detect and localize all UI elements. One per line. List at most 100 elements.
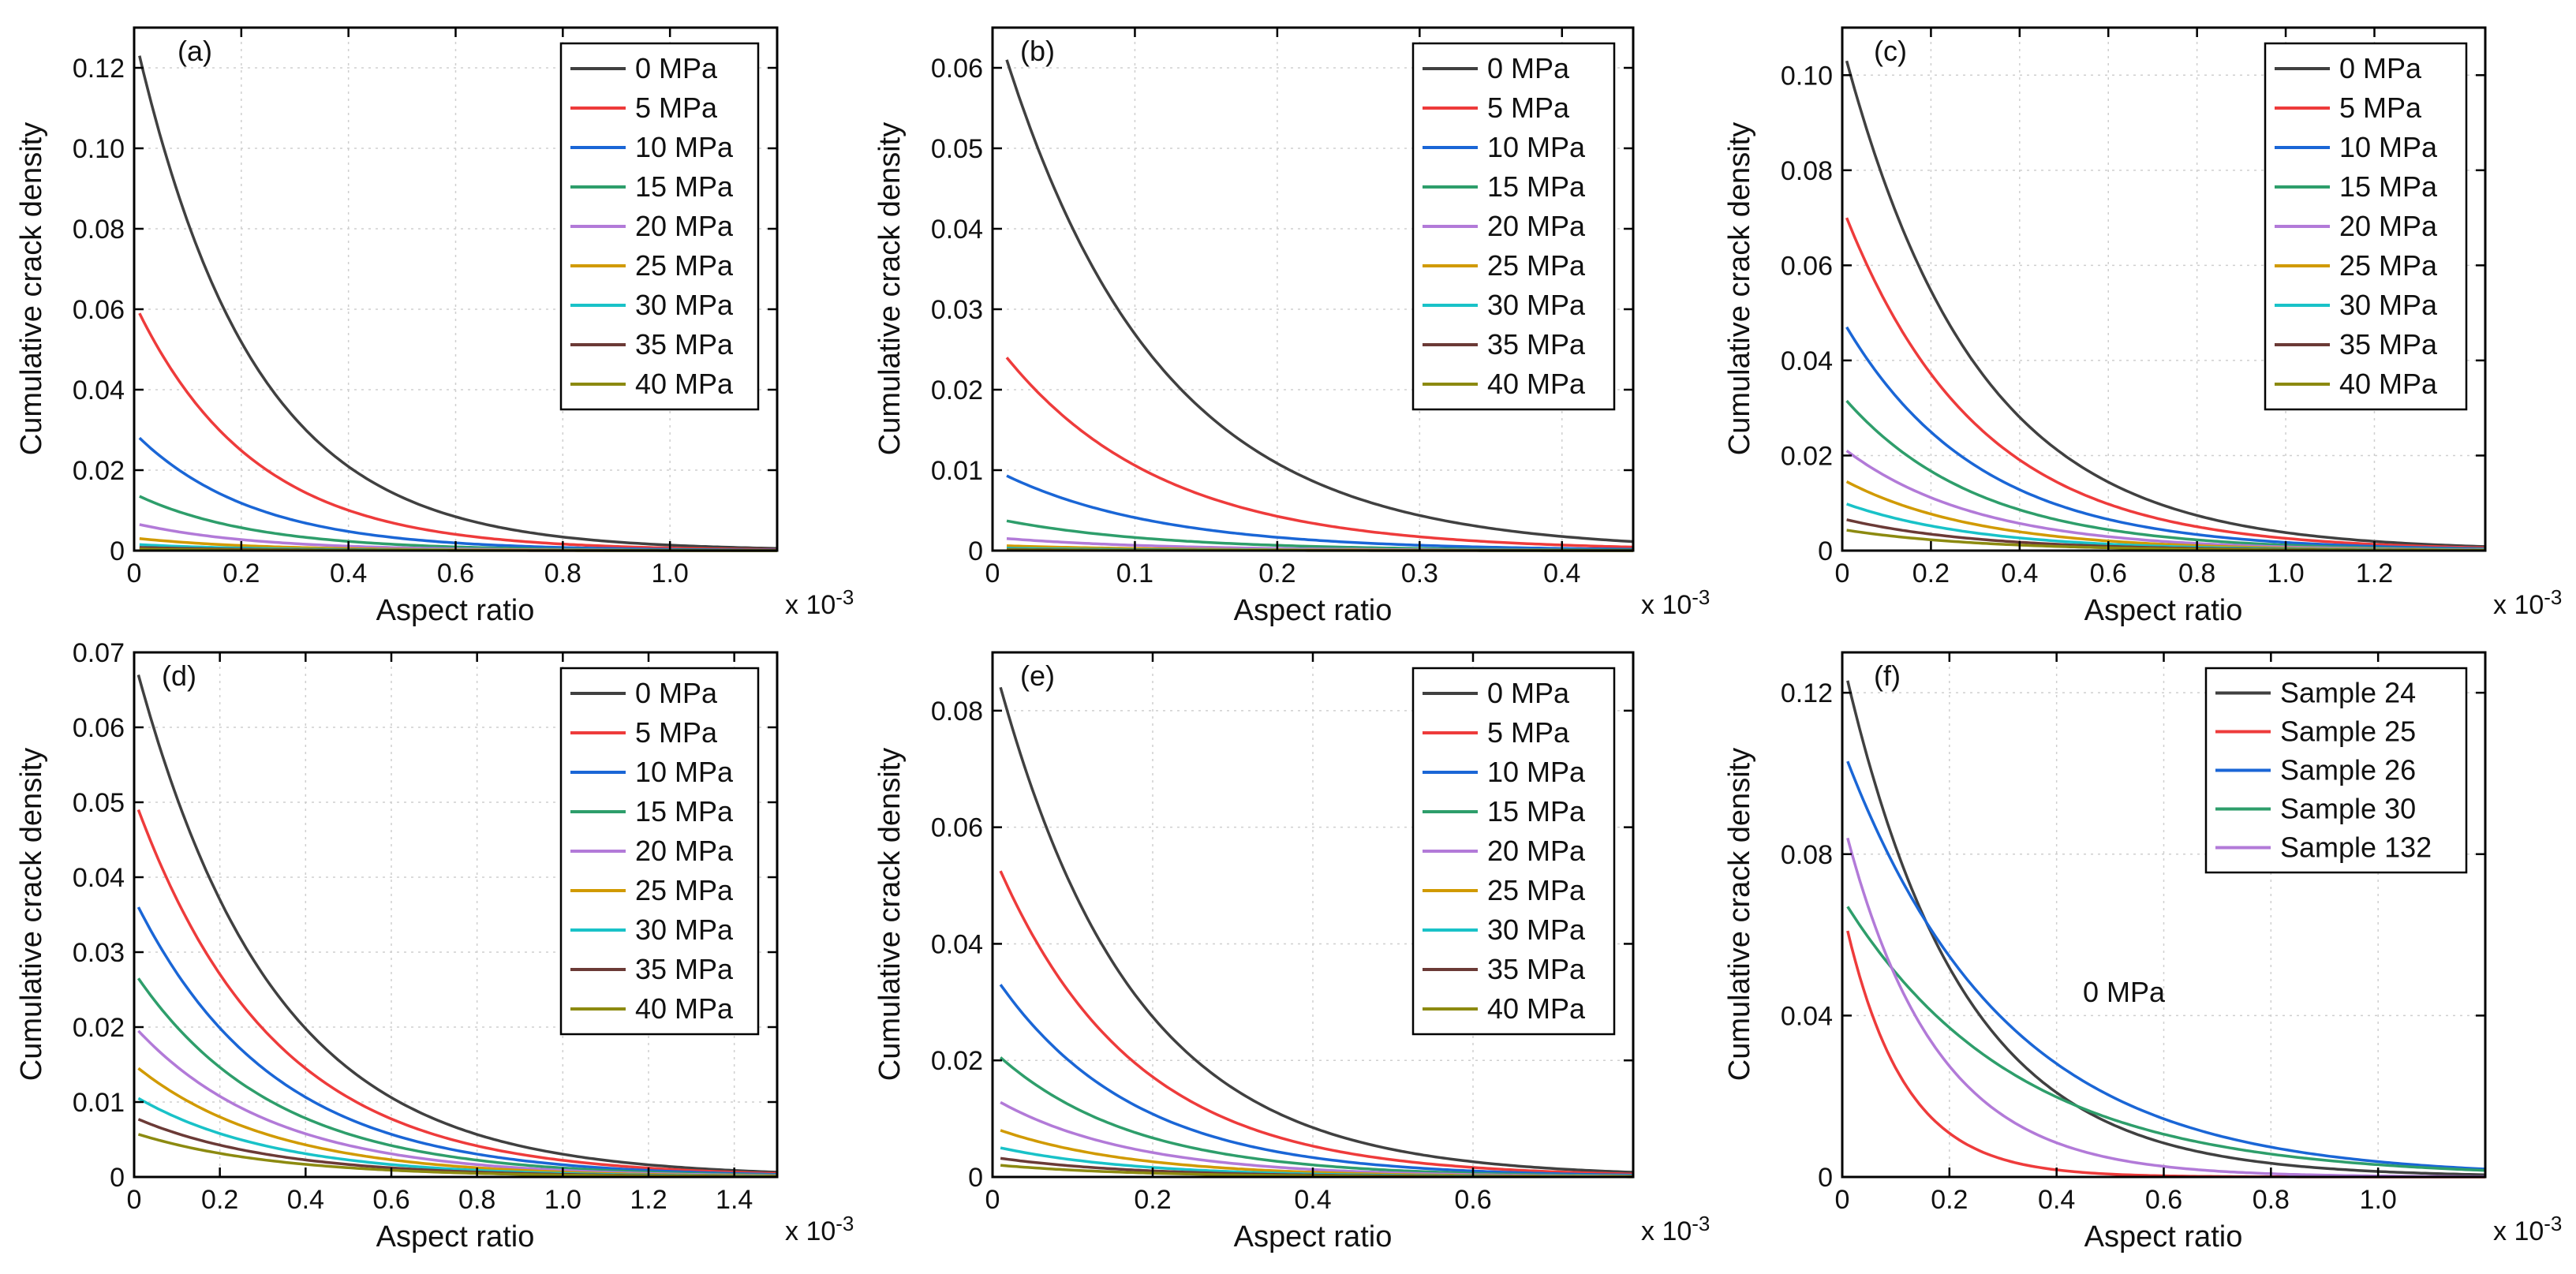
panel-d-frame — [133, 651, 779, 1179]
panel-e-series-0-mpa — [999, 686, 1634, 1174]
panel-b-legend-label-40-mpa: 40 MPa — [1487, 368, 1586, 400]
panel-c-legend-label-30-mpa: 30 MPa — [2339, 289, 2438, 321]
panel-e-x-tick-label-2: 0.4 — [1294, 1185, 1331, 1215]
panel-b-x-tick-label-0: 0 — [985, 559, 1000, 588]
panel-b-x-multiplier-base: x 10 — [1641, 590, 1692, 620]
panel-b-series-10-mpa — [1006, 474, 1634, 551]
panel-d-x-tick-label-4: 0.8 — [458, 1185, 495, 1215]
panel-b-legend: 0 MPa 5 MPa 10 MPa 15 MPa 20 MPa 25 MPa 30 MPa… — [1411, 42, 1616, 411]
panel-b-x-axis-label: Aspect ratio — [1234, 594, 1393, 627]
panel-a-legend-label-30-mpa: 30 MPa — [635, 289, 734, 321]
panel-c-x-tick-label-0: 0 — [1835, 559, 1850, 588]
panel-d-legend-label-35-mpa: 35 MPa — [635, 953, 734, 985]
panel-a-x-tick-label-2: 0.4 — [330, 559, 367, 588]
panel-b-y-tick-label-0: 0 — [968, 536, 983, 566]
panel-d-series-5-mpa — [136, 809, 778, 1175]
panel-d-x-multiplier-exponent: -3 — [836, 1212, 854, 1235]
panel-c-legend-label-25-mpa: 25 MPa — [2339, 249, 2438, 282]
panel-d-legend-label-0-mpa: 0 MPa — [635, 677, 718, 709]
panel-b-y-tick-label-6: 0.06 — [931, 54, 983, 84]
panel-f-legend: Sample 24 Sample 25 Sample 26 Sample 30 Samp… — [2204, 667, 2468, 874]
panel-a-x-multiplier-base: x 10 — [785, 590, 836, 620]
panel-d-label: (d) — [162, 659, 196, 692]
panel-a-y-tick-label-5: 0.10 — [73, 134, 125, 164]
panel-c-x-tick-label-5: 1.0 — [2267, 559, 2304, 588]
panel-d-x-multiplier: x 10-3 — [785, 1212, 854, 1246]
panel-b-x-multiplier-exponent: -3 — [1692, 585, 1710, 609]
panel-c-legend-label-40-mpa: 40 MPa — [2339, 368, 2438, 400]
panel-f: 0 0.2 0.4 0.6 0.8 1.000.040.080.12 (f) 0 MPa … — [1723, 651, 2562, 1253]
panel-e-y-axis-label: Cumulative crack density — [873, 748, 907, 1081]
panel-d-x-tick-label-1: 0.2 — [201, 1185, 238, 1215]
panel-f-legend-label-sample-132: Sample 132 — [2280, 831, 2432, 864]
panel-f-series-sample-30 — [1846, 906, 2486, 1172]
panel-a-y-tick-label-6: 0.12 — [73, 54, 125, 84]
panel-d-x-tick-label-6: 1.2 — [630, 1185, 667, 1215]
panel-e-x-multiplier-base: x 10 — [1641, 1216, 1692, 1246]
panel-b-label: (b) — [1020, 35, 1055, 67]
panel-c-y-tick-label-2: 0.04 — [1781, 346, 1833, 376]
panel-f-x-multiplier: x 10-3 — [2493, 1212, 2562, 1246]
panel-c-y-axis-label: Cumulative crack density — [1723, 122, 1756, 455]
panel-a-series-10-mpa — [138, 436, 778, 552]
panel-c-legend-label-0-mpa: 0 MPa — [2339, 52, 2422, 84]
panel-e-legend: 0 MPa 5 MPa 10 MPa 15 MPa 20 MPa 25 MPa 30 MPa… — [1411, 667, 1616, 1036]
panel-e-series-10-mpa — [999, 984, 1634, 1177]
panel-b-y-tick-label-3: 0.03 — [931, 295, 983, 325]
panel-a-x-multiplier-exponent: -3 — [836, 585, 854, 609]
panel-d-curves — [136, 674, 778, 1179]
panel-b-series-0-mpa — [1005, 59, 1634, 544]
panel-f-y-axis-label: Cumulative crack density — [1723, 748, 1756, 1081]
panel-c-x-multiplier-exponent: -3 — [2544, 585, 2562, 609]
panel-b-legend-label-5-mpa: 5 MPa — [1487, 92, 1570, 124]
panel-a-y-tick-label-4: 0.08 — [73, 215, 125, 245]
panel-f-legend-label-sample-24: Sample 24 — [2280, 677, 2416, 709]
panel-a-legend-label-25-mpa: 25 MPa — [635, 249, 734, 282]
panel-f-y-tick-label-0: 0 — [1818, 1163, 1833, 1193]
panel-b-legend-label-20-mpa: 20 MPa — [1487, 210, 1586, 242]
panel-e-legend-label-30-mpa: 30 MPa — [1487, 913, 1586, 946]
panel-c-legend-label-35-mpa: 35 MPa — [2339, 328, 2438, 361]
panel-f-series-sample-132 — [1846, 837, 2485, 1179]
panel-d-y-tick-label-5: 0.05 — [73, 788, 125, 818]
panel-a-legend-label-35-mpa: 35 MPa — [635, 328, 734, 361]
panel-c-x-axis-label: Aspect ratio — [2084, 594, 2243, 627]
panel-e-x-tick-label-0: 0 — [985, 1185, 1000, 1215]
panel-b-legend-label-15-mpa: 15 MPa — [1487, 170, 1586, 203]
panel-b-x-tick-label-1: 0.1 — [1116, 559, 1153, 588]
panel-e-legend-label-0-mpa: 0 MPa — [1487, 677, 1570, 709]
panel-b-x-tick-label-4: 0.4 — [1543, 559, 1580, 588]
panel-b-legend-label-35-mpa: 35 MPa — [1487, 328, 1586, 361]
panel-b-axes: 0 0.1 0.2 0.3 0.4 0 0.01 0.02 0.03 0.04 0.05 0.06 — [931, 28, 1633, 588]
panel-d-x-axis-label: Aspect ratio — [376, 1220, 535, 1253]
panel-c-legend-label-20-mpa: 20 MPa — [2339, 210, 2438, 242]
panel-c-legend-label-15-mpa: 15 MPa — [2339, 170, 2438, 203]
panel-a-legend-label-15-mpa: 15 MPa — [635, 170, 734, 203]
panel-f-legend-label-sample-30: Sample 30 — [2280, 793, 2416, 825]
panel-f-x-tick-label-0: 0 — [1835, 1185, 1850, 1215]
panel-b-legend-label-30-mpa: 30 MPa — [1487, 289, 1586, 321]
panel-e-legend-label-15-mpa: 15 MPa — [1487, 795, 1586, 828]
panel-b-y-tick-label-5: 0.05 — [931, 134, 983, 164]
panel-a-y-axis-label: Cumulative crack density — [15, 122, 48, 455]
panel-e-y-tick-label-4: 0.08 — [931, 697, 983, 727]
panel-d-y-tick-label-4: 0.04 — [73, 863, 125, 893]
panel-c-x-multiplier-base: x 10 — [2493, 590, 2544, 620]
panel-c-frame — [1841, 26, 2487, 552]
panel-f-series-sample-25 — [1846, 930, 2485, 1179]
panel-b: 0 0.1 0.2 0.3 0.4 0 0.01 0.02 0.03 0.04 0.05 0.06 (… — [873, 26, 1710, 627]
panel-a-legend-label-5-mpa: 5 MPa — [635, 92, 718, 124]
panel-c-legend-label-5-mpa: 5 MPa — [2339, 92, 2422, 124]
panel-d-x-tick-label-7: 1.4 — [716, 1185, 753, 1215]
panel-c-axes: 0 0.2 0.4 0.6 0.8 1.0 1.2 0 0.02 0.04 0.06 0.08 0.10 — [1781, 28, 2485, 588]
panel-f-x-tick-label-1: 0.2 — [1931, 1185, 1968, 1215]
panel-e-series-5-mpa — [999, 870, 1634, 1176]
panel-d-legend-label-40-mpa: 40 MPa — [635, 992, 734, 1025]
panel-e-y-tick-label-1: 0.02 — [931, 1046, 983, 1076]
panel-f-label: (f) — [1874, 659, 1901, 692]
panel-f-x-multiplier-base: x 10 — [2493, 1216, 2544, 1246]
panel-a-legend-label-20-mpa: 20 MPa — [635, 210, 734, 242]
panel-d-x-tick-label-0: 0 — [127, 1185, 142, 1215]
panel-d-legend-label-10-mpa: 10 MPa — [635, 756, 734, 788]
panel-a-legend-label-0-mpa: 0 MPa — [635, 52, 718, 84]
